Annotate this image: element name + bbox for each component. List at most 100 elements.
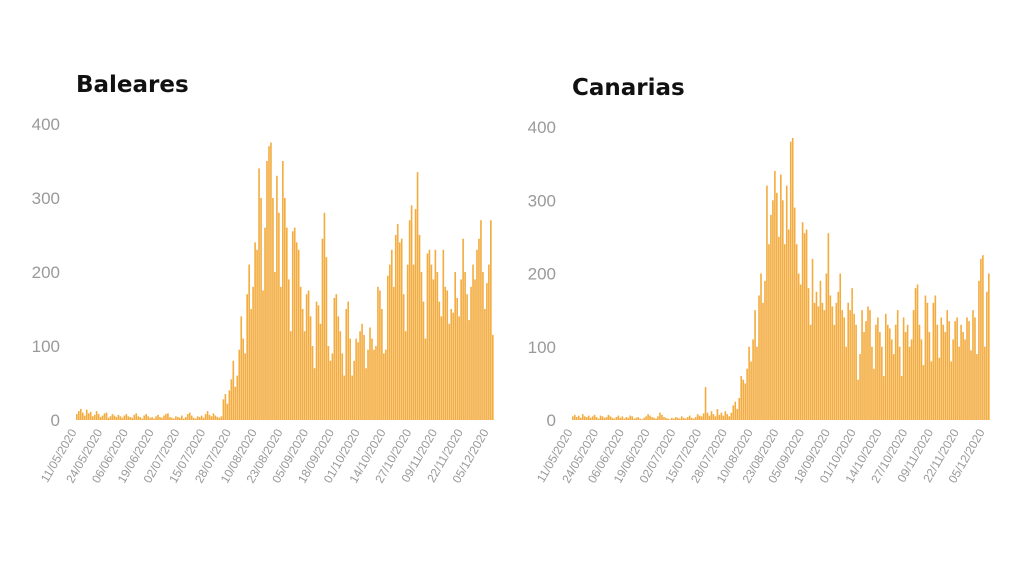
bar	[898, 346, 901, 420]
bar	[214, 415, 217, 420]
bar	[490, 220, 492, 420]
bar	[305, 294, 308, 420]
bar	[293, 227, 296, 420]
bar	[706, 412, 709, 420]
bar	[924, 295, 927, 420]
bar	[817, 306, 820, 420]
bar	[432, 279, 435, 420]
bar	[434, 249, 437, 420]
bar	[831, 306, 834, 420]
bar	[452, 312, 455, 420]
bar	[873, 368, 875, 420]
bar	[667, 418, 669, 420]
bar	[722, 415, 725, 420]
bar	[153, 418, 155, 420]
bar	[319, 323, 322, 420]
bar	[301, 309, 304, 420]
bar	[855, 324, 857, 420]
bar	[396, 223, 399, 420]
bar	[748, 346, 750, 420]
bar	[760, 273, 762, 420]
bar	[404, 331, 407, 420]
bar	[928, 332, 931, 420]
bar	[85, 409, 88, 420]
bar	[633, 418, 636, 420]
bar	[285, 227, 288, 420]
bar	[849, 310, 851, 421]
bar	[184, 417, 187, 420]
bar	[163, 415, 165, 420]
bar	[406, 264, 409, 420]
bar	[807, 288, 810, 420]
bar	[470, 286, 472, 420]
bar	[752, 339, 754, 420]
bar	[181, 415, 183, 420]
bar	[708, 415, 711, 420]
bar	[948, 321, 951, 420]
bar	[264, 227, 266, 420]
bar	[657, 416, 659, 420]
bar	[478, 238, 480, 420]
bar	[424, 338, 427, 420]
bar	[442, 249, 445, 420]
bar	[627, 417, 630, 420]
bar	[175, 416, 177, 420]
bar	[220, 416, 223, 420]
bar	[867, 306, 869, 420]
bar	[474, 279, 476, 420]
bar	[190, 415, 193, 420]
bar	[595, 417, 598, 420]
bar	[385, 349, 387, 420]
bar	[920, 339, 923, 420]
bar	[789, 141, 792, 420]
bar	[892, 354, 895, 420]
bar	[704, 387, 707, 420]
bar	[605, 417, 608, 420]
bar	[299, 286, 302, 420]
bar	[361, 323, 363, 420]
bar	[83, 415, 86, 420]
bar	[764, 280, 766, 420]
bar	[974, 317, 976, 420]
bar	[573, 414, 576, 420]
bar	[688, 415, 691, 420]
bar	[575, 417, 578, 420]
bar	[383, 353, 385, 420]
bar	[188, 412, 191, 420]
bar	[914, 288, 917, 420]
bar	[315, 301, 318, 420]
bar	[337, 316, 340, 420]
bar	[307, 290, 310, 420]
bar	[412, 264, 415, 420]
bar	[750, 361, 752, 420]
bar	[673, 418, 675, 420]
bar	[204, 414, 207, 420]
bar	[274, 272, 276, 420]
y-tick-label: 100	[32, 337, 60, 356]
bar	[210, 416, 213, 420]
bar	[754, 310, 756, 421]
bar	[587, 415, 590, 420]
bar	[611, 417, 614, 420]
bar	[906, 324, 909, 420]
bar	[105, 412, 108, 420]
bar	[464, 272, 466, 420]
bar	[89, 411, 92, 420]
bar	[682, 417, 685, 420]
bar	[363, 334, 365, 420]
bar	[684, 418, 687, 420]
bar	[609, 416, 612, 420]
bar	[480, 220, 482, 420]
y-tick-label: 300	[528, 191, 556, 210]
bar	[700, 416, 703, 420]
bar	[77, 411, 80, 420]
bar	[821, 302, 824, 420]
bar	[732, 405, 735, 420]
bar	[284, 198, 286, 420]
bar	[444, 286, 447, 420]
bar	[694, 417, 697, 420]
bar	[325, 257, 328, 420]
bar	[398, 242, 401, 420]
bar	[365, 368, 367, 420]
bar	[244, 353, 247, 420]
